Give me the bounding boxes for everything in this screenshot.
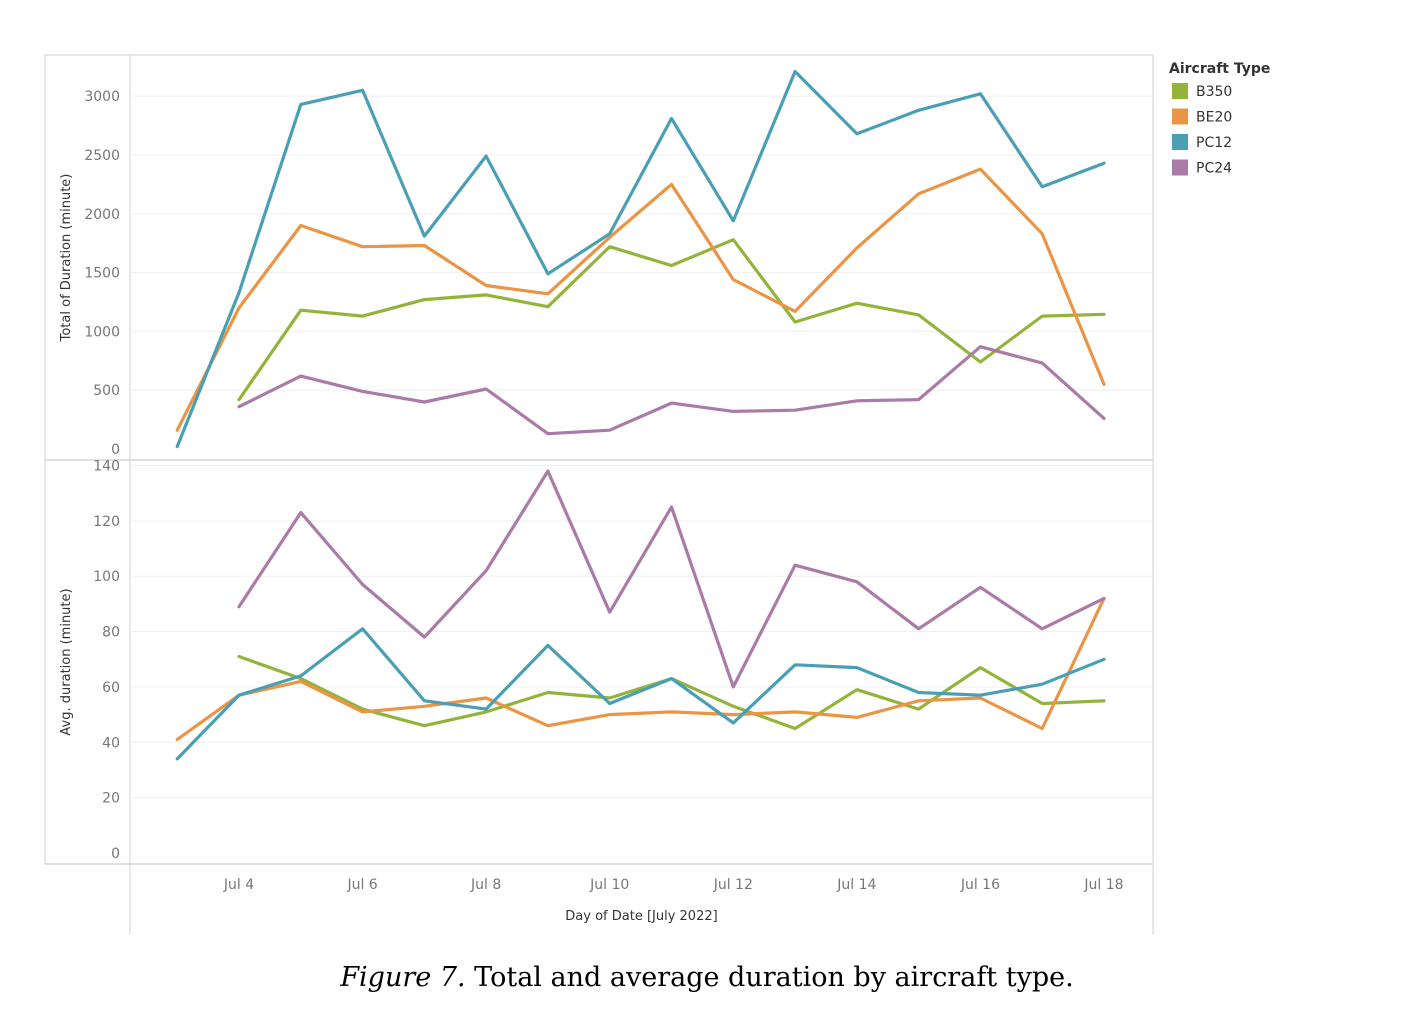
panel-1-y-tick-label-0: 0 — [111, 442, 120, 458]
legend-label-b350: B350 — [1196, 84, 1232, 100]
series-lines — [175, 69, 1106, 761]
gridlines — [130, 95, 1153, 799]
x-tick-label-jul-8: Jul 8 — [470, 877, 501, 893]
panel-1-y-axis-title: Total of Duration (minute) — [59, 174, 74, 343]
x-tick-label-jul-10: Jul 10 — [589, 877, 629, 893]
panel-1-y-tick-label-1000: 1000 — [84, 324, 120, 340]
legend-swatch-be20 — [1172, 108, 1188, 125]
panel-1-y-tick-label-500: 500 — [93, 383, 120, 399]
tick-labels: Jul 4 Jul 6 Jul 8 Jul 10 Jul 12 Jul 14 Jul 16 J… — [84, 89, 1123, 893]
panel-2-y-tick-label-80: 80 — [102, 625, 120, 641]
panel-2-y-tick-label-140: 140 — [93, 459, 120, 475]
figure-caption: Figure 7. Total and average duration by … — [0, 962, 1414, 993]
panel-2-series-line-pc24 — [237, 469, 1106, 689]
panel-1-series-line-pc24 — [237, 345, 1106, 436]
x-tick-label-jul-18: Jul 18 — [1083, 877, 1123, 893]
legend-swatch-pc12 — [1172, 134, 1188, 150]
legend: Aircraft Type B350 BE20 PC12 PC24 — [1169, 61, 1270, 177]
panel-2-series-line-be20 — [175, 596, 1106, 742]
panel-1-y-tick-label-1500: 1500 — [84, 266, 120, 282]
panel-1-series-line-pc12 — [175, 69, 1106, 449]
panel-1-y-tick-label-2000: 2000 — [84, 207, 120, 223]
x-tick-label-jul-4: Jul 4 — [223, 877, 254, 893]
duration-chart: Jul 4 Jul 6 Jul 8 Jul 10 Jul 12 Jul 14 Jul 16 J… — [44, 54, 1270, 935]
x-tick-label-jul-12: Jul 12 — [713, 877, 753, 893]
panel-2-y-tick-label-100: 100 — [93, 569, 120, 585]
legend-label-be20: BE20 — [1196, 110, 1232, 126]
panel-2-y-tick-label-120: 120 — [93, 514, 120, 530]
x-tick-label-jul-16: Jul 16 — [960, 877, 1000, 893]
x-tick-label-jul-14: Jul 14 — [836, 877, 876, 893]
panel-2-y-axis-title: Avg. duration (minute) — [59, 588, 74, 735]
chart-frame — [44, 54, 1154, 935]
panel-2-series-line-pc12 — [175, 627, 1106, 761]
panel-2-y-tick-label-0: 0 — [111, 846, 120, 862]
axis-titles: Day of Date [July 2022] Total of Duration… — [59, 174, 718, 924]
panel-2-y-tick-label-60: 60 — [102, 680, 120, 696]
legend-title: Aircraft Type — [1169, 61, 1270, 77]
panel-1-y-tick-label-2500: 2500 — [84, 148, 120, 164]
x-tick-label-jul-6: Jul 6 — [346, 877, 377, 893]
figure-caption-text: Total and average duration by aircraft t… — [465, 962, 1074, 993]
figure-label: Figure 7. — [340, 962, 466, 993]
legend-label-pc12: PC12 — [1196, 135, 1232, 151]
legend-label-pc24: PC24 — [1196, 161, 1232, 177]
panel-2-y-tick-label-20: 20 — [102, 791, 120, 807]
x-axis-title: Day of Date [July 2022] — [565, 909, 717, 924]
panel-2-series-line-b350 — [237, 654, 1106, 731]
panel-1-series-line-b350 — [237, 238, 1106, 402]
panel-1-y-tick-label-3000: 3000 — [84, 89, 120, 105]
panel-1-series-line-be20 — [175, 167, 1106, 432]
legend-swatch-pc24 — [1172, 159, 1188, 176]
legend-swatch-b350 — [1172, 83, 1188, 99]
panel-2-y-tick-label-40: 40 — [102, 735, 120, 751]
